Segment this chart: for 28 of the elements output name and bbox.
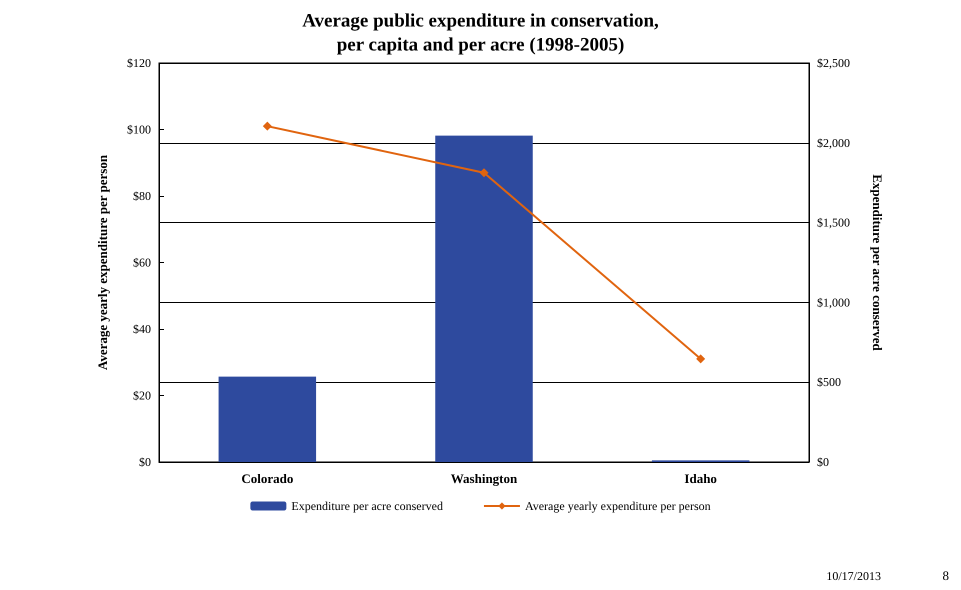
y2-tick-label: $1,500 xyxy=(817,216,850,230)
y-tick-label: $100 xyxy=(127,122,151,136)
y-tick-label: $20 xyxy=(133,388,151,402)
chart-title: Average public expenditure in conservation, per capita and per acre (1998-2005) xyxy=(302,10,660,56)
y-tick-label: $60 xyxy=(133,256,151,270)
y-tick-label: $0 xyxy=(139,455,151,469)
bar xyxy=(435,136,533,462)
point xyxy=(262,122,272,131)
legend-label: Expenditure per acre conserved xyxy=(291,499,443,513)
y-tick-label: $80 xyxy=(133,189,151,203)
y2-tick-label: $500 xyxy=(817,375,841,390)
y-tick-label: $40 xyxy=(133,322,151,336)
x-tick-label: Colorado xyxy=(241,471,294,486)
text: 10/17/2013 xyxy=(826,569,882,583)
x-tick-label: Washington xyxy=(450,471,518,486)
legend-label: Average yearly expenditure per person xyxy=(524,499,711,513)
y-axis-title: Average yearly expenditure per person xyxy=(95,154,110,370)
y2-tick-label: $1,000 xyxy=(817,295,850,310)
y2-axis-title: Expenditure per acre conserved xyxy=(870,174,885,352)
y-tick-label: $120 xyxy=(127,56,151,70)
point xyxy=(480,168,488,178)
bar xyxy=(218,376,316,462)
x-tick-label: Idaho xyxy=(684,471,717,486)
point xyxy=(696,354,706,364)
y2-tick-label: $0 xyxy=(817,455,829,469)
y2-tick-label: $2,500 xyxy=(817,56,850,70)
y2-tick-label: $2,000 xyxy=(817,136,850,150)
text: 8 xyxy=(942,568,949,583)
